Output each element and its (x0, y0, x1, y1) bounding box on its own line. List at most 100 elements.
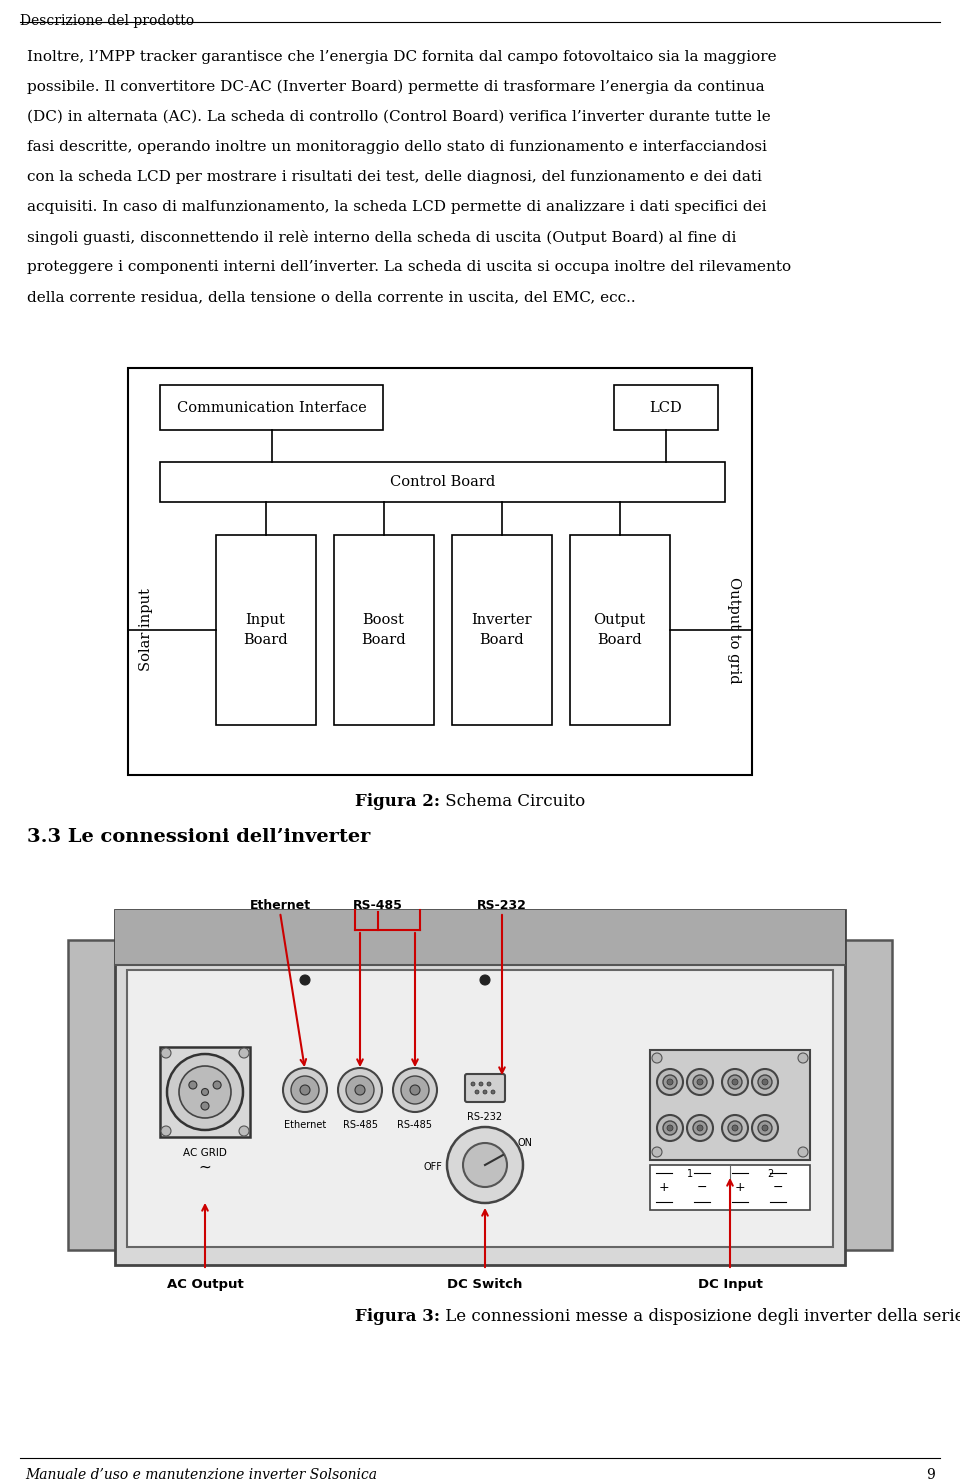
Circle shape (663, 1120, 677, 1135)
Text: Output to grid: Output to grid (727, 576, 741, 683)
Circle shape (346, 1076, 374, 1104)
Circle shape (283, 1069, 327, 1112)
Text: ON: ON (517, 1138, 532, 1149)
Circle shape (300, 975, 310, 986)
Text: fasi descritte, operando inoltre un monitoraggio dello stato di funzionamento e : fasi descritte, operando inoltre un moni… (27, 139, 767, 154)
Circle shape (167, 1054, 243, 1129)
Circle shape (798, 1147, 808, 1157)
Text: LCD: LCD (650, 400, 683, 415)
Bar (160, 462, 725, 502)
Circle shape (732, 1125, 738, 1131)
Circle shape (393, 1069, 437, 1112)
Circle shape (722, 1114, 748, 1141)
Circle shape (479, 1082, 483, 1086)
Circle shape (487, 1082, 491, 1086)
Text: 3.3 Le connessioni dell’inverter: 3.3 Le connessioni dell’inverter (27, 828, 371, 846)
Circle shape (667, 1079, 673, 1085)
Circle shape (657, 1069, 683, 1095)
Circle shape (652, 1054, 662, 1063)
Bar (215, 535, 316, 725)
Text: proteggere i componenti interni dell’inverter. La scheda di uscita si occupa ino: proteggere i componenti interni dell’inv… (27, 259, 791, 274)
Circle shape (189, 1080, 197, 1089)
Circle shape (687, 1069, 713, 1095)
Circle shape (355, 1085, 365, 1095)
Circle shape (213, 1080, 221, 1089)
Bar (127, 971, 833, 1246)
Circle shape (728, 1074, 742, 1089)
Bar (160, 385, 383, 430)
Text: 9: 9 (926, 1469, 935, 1482)
Text: Inverter
Board: Inverter Board (471, 612, 532, 648)
Circle shape (491, 1089, 495, 1094)
Circle shape (728, 1120, 742, 1135)
Text: DC Switch: DC Switch (447, 1277, 522, 1291)
Circle shape (475, 1089, 479, 1094)
Text: Figura 2:: Figura 2: (355, 793, 440, 811)
Circle shape (697, 1079, 703, 1085)
Circle shape (758, 1074, 772, 1089)
Text: Descrizione del prodotto: Descrizione del prodotto (20, 13, 194, 28)
Text: della corrente residua, della tensione o della corrente in uscita, del EMC, ecc.: della corrente residua, della tensione o… (27, 290, 636, 304)
Text: Manuale d’uso e manutenzione inverter Solsonica: Manuale d’uso e manutenzione inverter So… (25, 1469, 377, 1482)
Circle shape (693, 1120, 707, 1135)
Text: OFF: OFF (423, 1162, 442, 1172)
Bar (128, 368, 752, 775)
Text: Figura 3:: Figura 3: (355, 1309, 440, 1325)
Circle shape (762, 1125, 768, 1131)
Circle shape (667, 1125, 673, 1131)
Bar (115, 910, 845, 965)
Circle shape (722, 1069, 748, 1095)
Bar (650, 1165, 810, 1209)
Circle shape (752, 1069, 778, 1095)
Circle shape (471, 1082, 475, 1086)
Circle shape (752, 1114, 778, 1141)
Circle shape (401, 1076, 429, 1104)
Circle shape (697, 1125, 703, 1131)
Circle shape (179, 1066, 231, 1117)
Text: RS-232: RS-232 (477, 900, 527, 911)
Circle shape (161, 1048, 171, 1058)
Text: (DC) in alternata (AC). La scheda di controllo (Control Board) verifica l’invert: (DC) in alternata (AC). La scheda di con… (27, 110, 771, 124)
Text: DC Input: DC Input (698, 1277, 762, 1291)
Text: Control Board: Control Board (390, 476, 495, 489)
Circle shape (663, 1074, 677, 1089)
Text: Schema Circuito: Schema Circuito (440, 793, 586, 811)
Circle shape (480, 975, 490, 986)
FancyBboxPatch shape (465, 1074, 505, 1103)
Circle shape (161, 1126, 171, 1137)
Text: Ethernet: Ethernet (250, 900, 311, 911)
Circle shape (652, 1147, 662, 1157)
Text: Le connessioni messe a disposizione degli inverter della serie S1XTL: Le connessioni messe a disposizione degl… (440, 1309, 960, 1325)
Text: ~: ~ (199, 1160, 211, 1175)
Circle shape (410, 1085, 420, 1095)
Text: Solar input: Solar input (139, 588, 153, 671)
Circle shape (693, 1074, 707, 1089)
Bar (333, 535, 434, 725)
Circle shape (758, 1120, 772, 1135)
Text: −: − (697, 1181, 708, 1194)
Circle shape (447, 1126, 523, 1203)
Text: RS-485: RS-485 (397, 1120, 433, 1129)
Text: RS-485: RS-485 (353, 900, 403, 911)
Text: acquisiti. In caso di malfunzionamento, la scheda LCD permette di analizzare i d: acquisiti. In caso di malfunzionamento, … (27, 200, 766, 213)
Bar (569, 535, 669, 725)
Circle shape (732, 1079, 738, 1085)
Circle shape (657, 1114, 683, 1141)
Bar (844, 940, 892, 1249)
Bar (68, 940, 116, 1249)
Bar (650, 1051, 810, 1160)
Text: Input
Board: Input Board (243, 612, 288, 648)
Text: 1: 1 (687, 1169, 693, 1180)
Text: AC Output: AC Output (167, 1277, 244, 1291)
Circle shape (687, 1114, 713, 1141)
Text: +: + (734, 1181, 745, 1194)
Text: singoli guasti, disconnettendo il relè interno della scheda di uscita (Output Bo: singoli guasti, disconnettendo il relè i… (27, 230, 736, 245)
Circle shape (338, 1069, 382, 1112)
Circle shape (300, 1085, 310, 1095)
Text: RS-485: RS-485 (343, 1120, 377, 1129)
Text: 2: 2 (767, 1169, 773, 1180)
Text: AC GRID: AC GRID (183, 1149, 227, 1157)
Circle shape (239, 1126, 249, 1137)
Text: Communication Interface: Communication Interface (177, 400, 367, 415)
Circle shape (798, 1054, 808, 1063)
